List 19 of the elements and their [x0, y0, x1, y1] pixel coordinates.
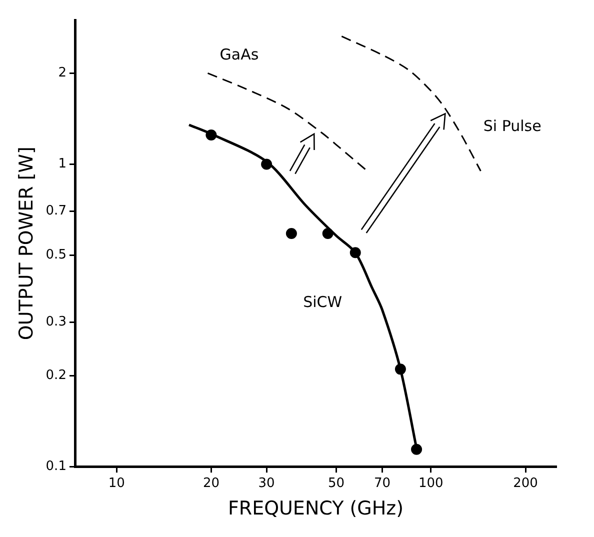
- y-tick-label: 0.2: [46, 368, 66, 383]
- x-tick-label: 20: [202, 476, 220, 491]
- series-label: Si Pulse: [483, 116, 542, 135]
- x-tick-label: 200: [513, 476, 538, 491]
- x-axis-title: FREQUENCY (GHz): [228, 498, 404, 520]
- y-tick-label: 0.3: [46, 314, 66, 330]
- y-axis-title: OUTPUT POWER [W]: [15, 146, 38, 340]
- y-tick-label: 0.1: [46, 458, 66, 474]
- x-tick-label: 10: [108, 476, 125, 491]
- x-tick-label: 50: [328, 476, 345, 491]
- y-tick-label: 0.5: [46, 248, 66, 263]
- x-tick-label: 30: [258, 476, 275, 491]
- y-tick-label: 2: [58, 66, 66, 81]
- x-tick-label: 70: [374, 476, 390, 491]
- series-label: SiCW: [303, 292, 342, 311]
- x-tick-label: 100: [418, 476, 444, 491]
- series-label: GaAs: [220, 46, 259, 64]
- y-tick-label: 0.7: [46, 203, 66, 218]
- y-tick-label: 1: [58, 156, 66, 172]
